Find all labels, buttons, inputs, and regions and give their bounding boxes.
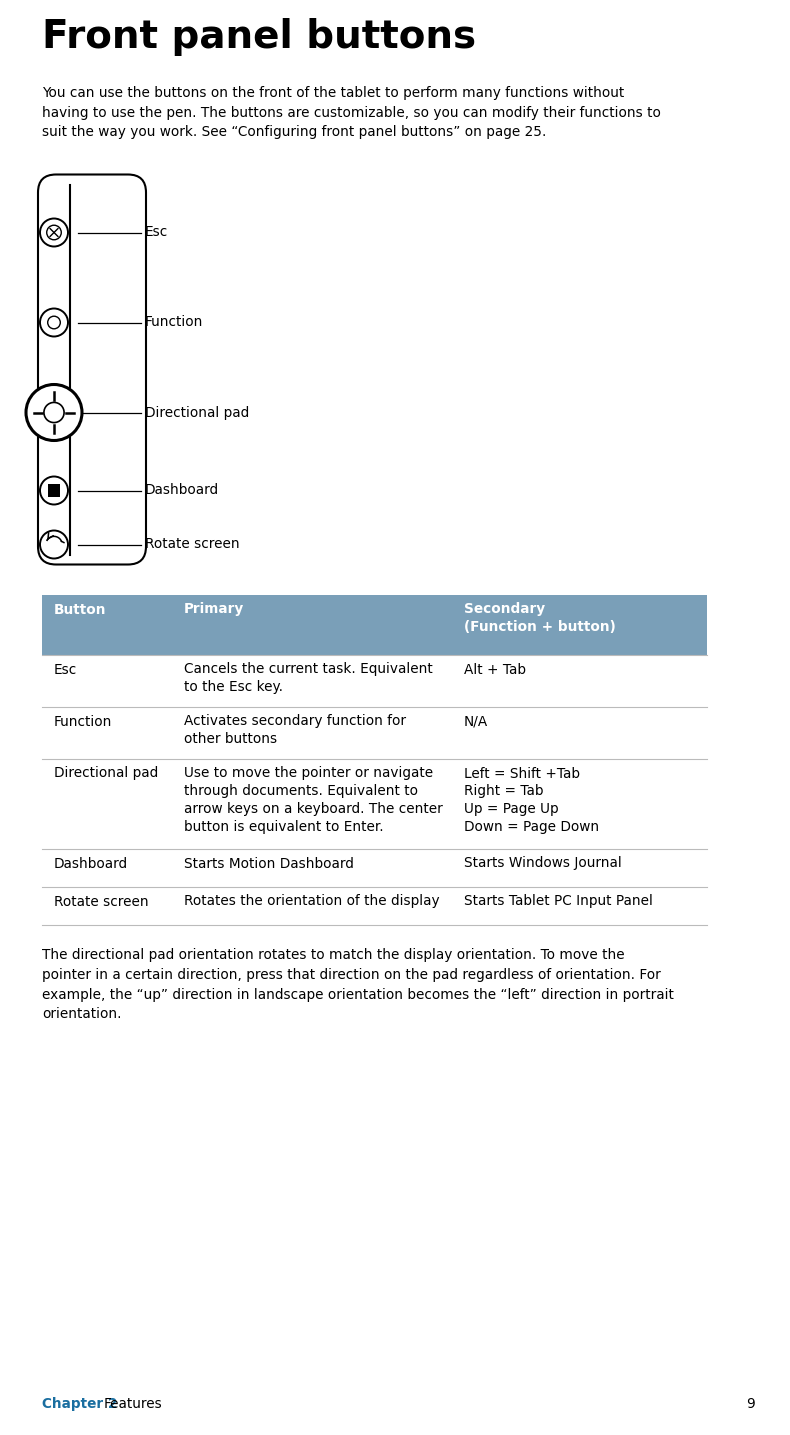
Circle shape <box>40 218 68 247</box>
Text: Activates secondary function for
other buttons: Activates secondary function for other b… <box>184 715 406 746</box>
Text: Front panel buttons: Front panel buttons <box>42 19 476 56</box>
Text: 9: 9 <box>747 1398 755 1411</box>
Circle shape <box>47 225 62 240</box>
Text: Primary: Primary <box>184 603 244 617</box>
Circle shape <box>47 316 60 329</box>
Text: Starts Motion Dashboard: Starts Motion Dashboard <box>184 857 354 871</box>
Text: Esc: Esc <box>54 663 77 676</box>
Text: suit the way you work. See “Configuring front panel buttons” on page 25.: suit the way you work. See “Configuring … <box>42 125 547 139</box>
Text: Starts Windows Journal: Starts Windows Journal <box>464 857 622 871</box>
Text: Left = Shift +Tab
Right = Tab
Up = Page Up
Down = Page Down: Left = Shift +Tab Right = Tab Up = Page … <box>464 766 599 834</box>
Circle shape <box>40 309 68 336</box>
Text: Starts Tablet PC Input Panel: Starts Tablet PC Input Panel <box>464 894 653 908</box>
Text: example, the “up” direction in landscape orientation becomes the “left” directio: example, the “up” direction in landscape… <box>42 987 674 1002</box>
Bar <box>47 484 60 497</box>
Circle shape <box>40 531 68 558</box>
Text: Dashboard: Dashboard <box>54 857 128 871</box>
Text: Function: Function <box>54 715 112 729</box>
Text: Button: Button <box>54 603 107 617</box>
Text: Dashboard: Dashboard <box>145 484 219 498</box>
FancyBboxPatch shape <box>38 175 146 564</box>
Text: Features: Features <box>104 1398 163 1411</box>
Text: Alt + Tab: Alt + Tab <box>464 663 526 676</box>
Text: Function: Function <box>145 316 203 330</box>
Circle shape <box>26 385 82 441</box>
Text: Secondary
(Function + button): Secondary (Function + button) <box>464 603 615 634</box>
Text: Rotate screen: Rotate screen <box>54 894 149 908</box>
Text: N/A: N/A <box>464 715 488 729</box>
Text: pointer in a certain direction, press that direction on the pad regardless of or: pointer in a certain direction, press th… <box>42 969 660 982</box>
Text: Rotate screen: Rotate screen <box>145 538 239 551</box>
Text: Directional pad: Directional pad <box>145 406 250 419</box>
Text: orientation.: orientation. <box>42 1007 122 1020</box>
Text: The directional pad orientation rotates to match the display orientation. To mov: The directional pad orientation rotates … <box>42 949 625 963</box>
Circle shape <box>40 476 68 505</box>
Text: You can use the buttons on the front of the tablet to perform many functions wit: You can use the buttons on the front of … <box>42 86 624 100</box>
Text: having to use the pen. The buttons are customizable, so you can modify their fun: having to use the pen. The buttons are c… <box>42 106 661 119</box>
Text: Directional pad: Directional pad <box>54 766 158 781</box>
Text: Chapter 2: Chapter 2 <box>42 1398 118 1411</box>
Text: Esc: Esc <box>145 225 168 240</box>
Text: Use to move the pointer or navigate
through documents. Equivalent to
arrow keys : Use to move the pointer or navigate thro… <box>184 766 442 834</box>
Bar <box>42 594 707 654</box>
Circle shape <box>44 402 64 422</box>
Text: Rotates the orientation of the display: Rotates the orientation of the display <box>184 894 439 908</box>
Text: Cancels the current task. Equivalent
to the Esc key.: Cancels the current task. Equivalent to … <box>184 663 433 695</box>
